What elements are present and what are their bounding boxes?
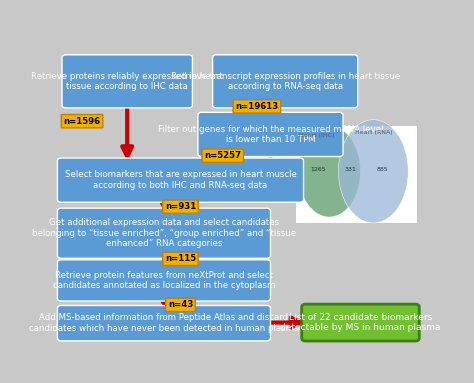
FancyBboxPatch shape [57, 158, 303, 202]
Ellipse shape [338, 119, 408, 223]
Text: Retrieve protein features from neXtProt and select
candidates annotated as local: Retrieve protein features from neXtProt … [53, 271, 275, 290]
FancyBboxPatch shape [301, 304, 419, 341]
Text: 331: 331 [344, 167, 356, 172]
Text: n=43: n=43 [168, 300, 193, 309]
Text: 885: 885 [377, 167, 388, 172]
Text: n=5257: n=5257 [204, 151, 241, 160]
Text: 1265: 1265 [310, 167, 326, 172]
Text: Add MS-based information from Peptide Atlas and discard
candidates which have ne: Add MS-based information from Peptide At… [29, 313, 299, 333]
FancyBboxPatch shape [198, 112, 343, 157]
Text: Heart (RNA): Heart (RNA) [355, 131, 392, 136]
FancyBboxPatch shape [296, 126, 418, 223]
FancyBboxPatch shape [57, 306, 271, 341]
FancyBboxPatch shape [57, 208, 271, 258]
Text: Retrieve transcript expression profiles in heart tissue
according to RNA-seq dat: Retrieve transcript expression profiles … [171, 72, 400, 91]
Text: Filter out genes for which the measured mRNA level
is lower than 10 TPM: Filter out genes for which the measured … [158, 125, 383, 144]
Text: n=19613: n=19613 [235, 102, 279, 111]
Ellipse shape [298, 126, 360, 217]
Text: Retrieve proteins reliably expressed in heart
tissue according to IHC data: Retrieve proteins reliably expressed in … [31, 72, 223, 91]
FancyBboxPatch shape [213, 55, 358, 108]
Text: n=115: n=115 [165, 254, 196, 264]
FancyBboxPatch shape [62, 55, 192, 108]
FancyBboxPatch shape [57, 260, 271, 301]
Text: n=1596: n=1596 [64, 117, 100, 126]
Text: n=931: n=931 [165, 202, 196, 211]
Text: Heart (IHC): Heart (IHC) [299, 133, 334, 138]
Text: Get additional expression data and select candidates
belonging to “tissue enrich: Get additional expression data and selec… [32, 218, 296, 248]
Text: Select biomarkers that are expressed in heart muscle
according to both IHC and R: Select biomarkers that are expressed in … [64, 170, 296, 190]
Text: List of 22 candidate biomarkers
detectable by MS in human plasma: List of 22 candidate biomarkers detectab… [280, 313, 441, 332]
